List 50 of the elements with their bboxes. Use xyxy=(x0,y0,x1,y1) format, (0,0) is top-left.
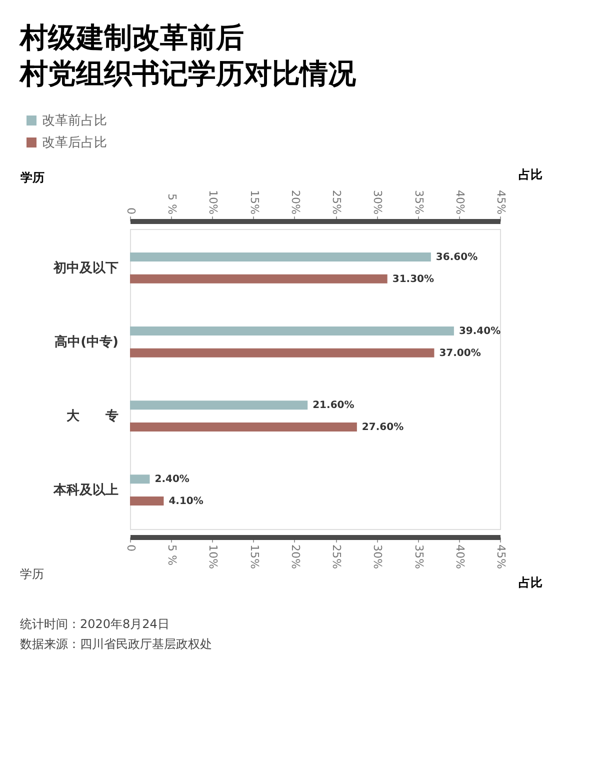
text: 统计时间：2020年8月24日 xyxy=(20,617,170,631)
data-label: 27.60% xyxy=(362,422,404,433)
x-tick-label: 25% xyxy=(330,544,344,569)
data-label: 37.00% xyxy=(439,348,481,359)
y-tick-label: 高中(中专) xyxy=(54,334,118,350)
x2-axis-title: 占比 xyxy=(518,168,542,182)
bar xyxy=(130,496,164,506)
x2-tick-label: 20% xyxy=(288,190,302,214)
x-tick-label: 35% xyxy=(412,544,426,569)
x-tick-label: 40% xyxy=(453,544,466,569)
y-axis-title: 学历 xyxy=(20,170,44,184)
bar xyxy=(130,326,454,336)
bar xyxy=(130,252,431,262)
bar xyxy=(130,422,357,432)
x2-tick-label: 10% xyxy=(206,190,220,214)
x-tick-label: 30% xyxy=(371,544,384,569)
y-tick-label: 初中及以下 xyxy=(52,260,118,276)
x2-tick-label: 5 % xyxy=(166,194,179,214)
legend-label: 改革后占比 xyxy=(42,136,107,150)
x2-tick-label: 0 xyxy=(124,208,138,214)
x2-tick-label: 35% xyxy=(412,190,426,214)
x-axis-title: 占比 xyxy=(518,576,542,590)
x2-tick-label: 40% xyxy=(453,190,466,214)
x2-tick-label: 25% xyxy=(330,190,344,214)
bar xyxy=(130,400,308,410)
bar xyxy=(130,348,434,358)
bar xyxy=(130,274,388,284)
data-label: 21.60% xyxy=(312,400,354,412)
chart-title: 村级建制改革前后 xyxy=(18,21,244,54)
x2-tick-label: 30% xyxy=(371,190,384,214)
data-label: 36.60% xyxy=(436,252,478,263)
x-tick-label: 10% xyxy=(206,544,220,569)
data-label: 2.40% xyxy=(154,474,190,486)
x-tick-label: 45% xyxy=(494,544,508,569)
data-label: 4.10% xyxy=(168,496,204,508)
chart-subtitle: 村党组织书记学历对比情况 xyxy=(18,57,357,90)
x-tick-label: 5 % xyxy=(166,544,179,566)
y-tick-label: 大 专 xyxy=(66,408,118,424)
y-tick-label: 本科及以上 xyxy=(52,483,118,498)
x2-tick-label: 45% xyxy=(494,190,508,214)
source-note: 数据来源：四川省民政厅基层政权处 xyxy=(20,637,212,651)
legend-label: 改革前占比 xyxy=(42,114,107,128)
x-tick-label: 20% xyxy=(288,544,302,569)
bar xyxy=(130,474,150,484)
data-label: 39.40% xyxy=(458,326,501,338)
data-label: 31.30% xyxy=(392,274,434,285)
x2-tick-label: 15% xyxy=(248,190,261,214)
text: 学历 xyxy=(20,567,44,581)
x-tick-label: 15% xyxy=(248,544,261,569)
x-tick-label: 0 xyxy=(124,544,138,552)
